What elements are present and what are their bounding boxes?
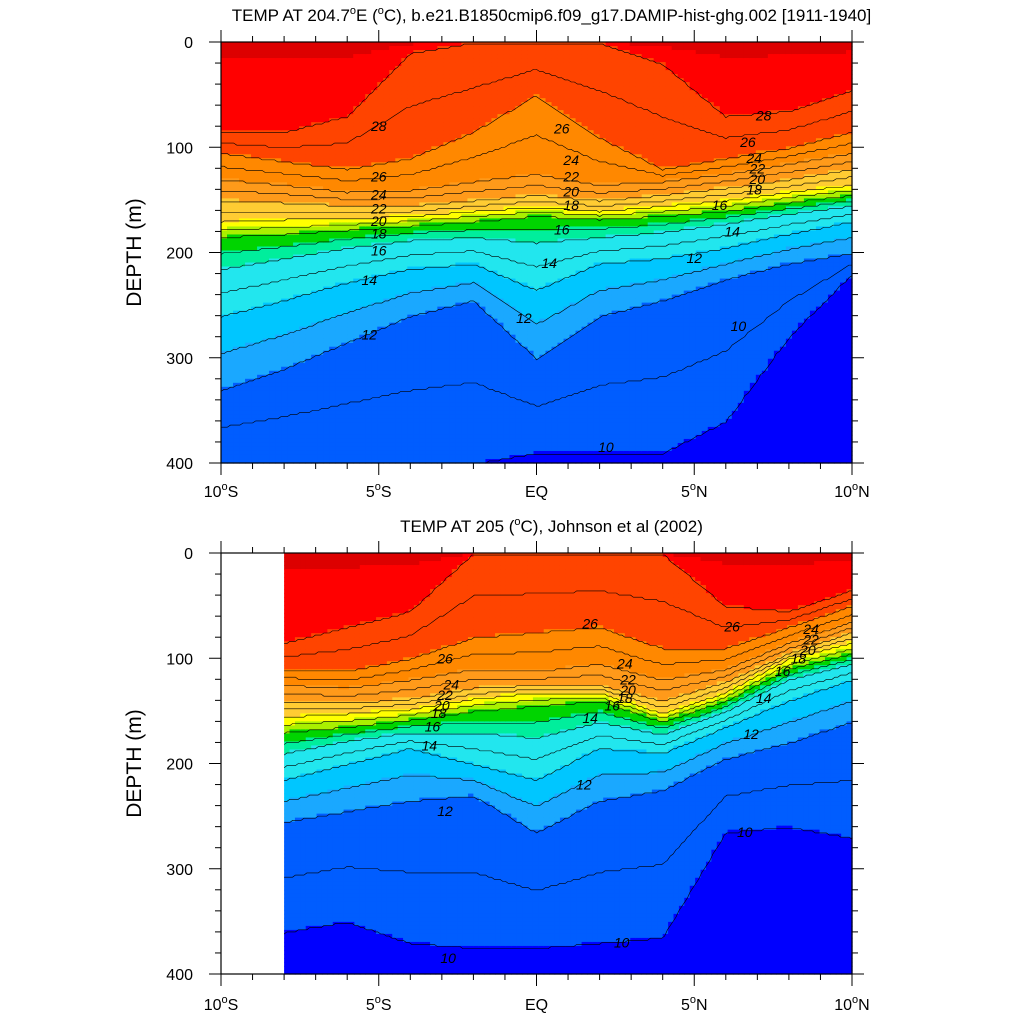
y-tick-label: 400	[166, 456, 193, 473]
x-tick-label: EQ	[525, 484, 548, 501]
contour-label: 14	[582, 710, 598, 726]
contour-label: 14	[724, 223, 740, 239]
contour-label: 28	[755, 108, 772, 124]
contour-label: 26	[370, 169, 387, 185]
contour-label: 12	[743, 726, 759, 742]
x-tick-label: EQ	[525, 997, 548, 1014]
contour-label: 18	[563, 197, 579, 213]
x-tick-label: 5oS	[366, 481, 392, 501]
contour-label: 16	[775, 663, 791, 679]
contour-label: 12	[516, 310, 532, 326]
contour-label: 22	[562, 169, 579, 185]
contour-label: 14	[361, 272, 377, 288]
panel-1: 28 26282624222018161412101026242220181614…	[123, 5, 871, 501]
x-tick-label: 5oS	[366, 994, 392, 1014]
contour-label: 26	[723, 619, 740, 635]
temperature-field	[284, 553, 853, 975]
x-tick-label: 5oN	[681, 994, 708, 1014]
y-tick-label: 300	[166, 351, 193, 368]
contour-label: 14	[541, 255, 557, 271]
contour-label: 26	[553, 120, 570, 136]
y-tick-label: 0	[184, 35, 193, 52]
y-tick-label: 100	[166, 651, 193, 668]
contour-label: 10	[598, 439, 614, 455]
contour-label: 18	[371, 226, 387, 242]
x-tick-label: 10oS	[204, 994, 239, 1014]
contour-label: 12	[361, 327, 377, 343]
contour-label: 26	[436, 650, 453, 666]
contour-label: 16	[554, 221, 570, 237]
y-tick-label: 400	[166, 967, 193, 984]
contour-label: 26	[739, 134, 756, 150]
y-tick-label: 0	[184, 546, 193, 563]
x-tick-label: 10oN	[834, 994, 869, 1014]
y-tick-label: 300	[166, 862, 193, 879]
x-tick-label: 5oN	[681, 481, 708, 501]
contour-label: 12	[576, 777, 592, 793]
y-tick-label: 200	[166, 246, 193, 263]
x-tick-label: 10oS	[204, 481, 239, 501]
y-tick-label: 200	[166, 757, 193, 774]
chart-title: TEMP AT 205 (oC), Johnson et al (2002)	[400, 516, 703, 536]
contour-label: 12	[437, 803, 453, 819]
contour-label: 10	[614, 934, 630, 950]
contour-label: 14	[421, 738, 437, 754]
contour-label: 18	[746, 181, 762, 197]
chart-title: TEMP AT 204.7oE (oC), b.e21.B1850cmip6.f…	[232, 5, 871, 25]
contour-label: 12	[686, 250, 702, 266]
contour-label: 10	[440, 950, 456, 966]
contour-label: 10	[731, 318, 747, 334]
contour-label: 16	[425, 719, 441, 735]
y-tick-label: 100	[166, 140, 193, 157]
temperature-field	[221, 42, 853, 464]
contour-label: 28	[370, 118, 387, 134]
contour-label: 10	[737, 824, 753, 840]
contour-label: 16	[604, 698, 620, 714]
y-axis-label: DEPTH (m)	[123, 709, 146, 818]
contour-label: 14	[756, 690, 772, 706]
x-tick-label: 10oN	[834, 481, 869, 501]
contour-label: 16	[371, 242, 387, 258]
contour-label: 18	[791, 650, 807, 666]
contour-label: 24	[616, 656, 633, 672]
contour-label: 24	[562, 152, 579, 168]
y-axis-label: DEPTH (m)	[123, 198, 146, 307]
contour-label: 26	[581, 616, 598, 632]
contour-label: 16	[712, 197, 728, 213]
